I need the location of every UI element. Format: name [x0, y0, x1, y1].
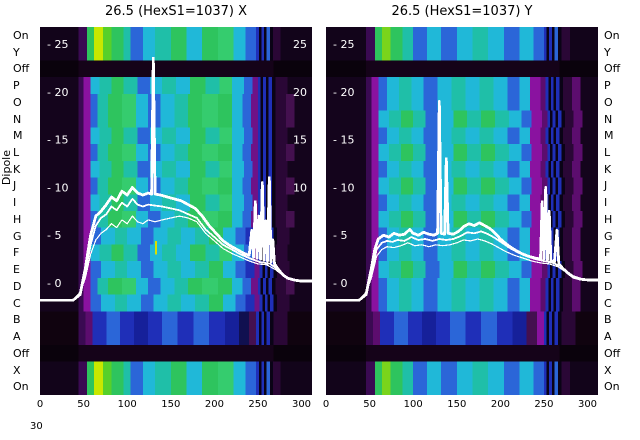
row-label: On	[13, 28, 29, 42]
overlay-trace-1	[326, 100, 598, 302]
plot-title-x: 26.5 (HexS1=1037) X	[105, 4, 247, 19]
value-tick-label: - 15	[47, 134, 68, 147]
row-labels-right: On Y Off P O N M L K J I H G F E D C B A Off X On	[604, 27, 638, 395]
row-label: I	[604, 196, 608, 210]
row-label: H	[604, 212, 613, 226]
row-label: F	[13, 246, 20, 260]
overlay-trace-2	[40, 197, 312, 302]
row-label: O	[604, 95, 613, 109]
row-label: J	[13, 179, 17, 193]
row-label: P	[13, 79, 20, 93]
row-label: D	[13, 279, 22, 293]
value-tick-label: - 25	[47, 38, 68, 51]
row-label: Off	[13, 346, 30, 360]
row-label: L	[604, 146, 611, 159]
overlay-trace-2	[326, 230, 598, 302]
row-label: M	[13, 129, 23, 143]
x-tick-label: 150	[161, 399, 181, 410]
heatmap-plot-x: - 25 - 20 - 15 - 10 - 5 - 0 25 20 15 10	[40, 27, 312, 395]
value-tick-label-right: 20	[293, 86, 307, 99]
row-labels-left: On Y Off P O N M L K J I H G F E D C B A Off X On	[13, 27, 40, 395]
row-label: D	[604, 279, 613, 293]
row-label: Y	[13, 45, 20, 59]
x-tick-label: 250	[248, 399, 268, 410]
row-label: N	[13, 112, 22, 126]
value-tick-label: - 0	[47, 277, 61, 290]
row-label: X	[604, 363, 612, 377]
heatmap-plot-y: - 25 - 20 - 15 - 10 - 5 - 0	[326, 27, 598, 395]
value-tick-label: - 10	[333, 181, 354, 194]
row-label: K	[604, 162, 612, 176]
row-label: E	[604, 263, 611, 277]
x-tick-label: 50	[77, 399, 90, 410]
x-tick-label: 100	[403, 399, 423, 410]
value-tick-label: - 15	[333, 134, 354, 147]
plot-title-y: 26.5 (HexS1=1037) Y	[391, 4, 533, 19]
row-label: C	[604, 296, 612, 310]
value-tick-label: - 20	[333, 86, 354, 99]
x-tick-label: 150	[447, 399, 467, 410]
overlay-trace-3	[40, 215, 312, 301]
value-tick-label: - 10	[47, 181, 68, 194]
stray-tick-label: 30	[30, 421, 43, 432]
value-tick-label-right: 10	[293, 181, 307, 194]
row-label: M	[604, 129, 614, 143]
x-tick-label: 300	[291, 399, 312, 410]
value-tick-label: - 5	[333, 229, 347, 242]
row-label: Y	[604, 45, 611, 59]
overlay-trace-1	[40, 56, 312, 302]
y-axis-label: Dipole	[0, 150, 13, 186]
row-label: On	[604, 380, 620, 394]
overlay-trace-3	[326, 238, 598, 301]
value-tick-label-right: 15	[293, 134, 307, 147]
value-tick-label: - 25	[333, 38, 354, 51]
value-tick-label: - 0	[333, 277, 347, 290]
x-tick-label: 100	[117, 399, 137, 410]
row-label: F	[604, 246, 611, 260]
x-tick-label: 0	[322, 399, 330, 410]
x-tick-label: 250	[534, 399, 554, 410]
row-label: C	[13, 296, 21, 310]
row-label: I	[13, 196, 17, 210]
row-label: B	[604, 313, 612, 327]
row-label: K	[13, 162, 21, 176]
x-tick-label: 200	[204, 399, 224, 410]
row-label: Off	[604, 62, 621, 76]
row-label: X	[13, 363, 21, 377]
row-label: H	[13, 212, 22, 226]
x-tick-label: 200	[490, 399, 510, 410]
x-tick-label: 300	[577, 399, 598, 410]
row-label: N	[604, 112, 613, 126]
row-label: L	[13, 146, 20, 159]
row-label: On	[13, 380, 29, 394]
row-label: B	[13, 313, 21, 327]
row-label: Off	[604, 346, 621, 360]
x-axis-ticks-left: 0 50 100 150 200 250 300	[36, 399, 320, 413]
row-label: A	[604, 330, 612, 344]
row-label: A	[13, 330, 21, 344]
x-tick-label: 50	[363, 399, 376, 410]
row-label: G	[13, 229, 22, 243]
row-label: Off	[13, 62, 30, 76]
row-label: G	[604, 229, 613, 243]
value-tick-label-right: 25	[293, 38, 307, 51]
row-label: E	[13, 263, 20, 277]
value-tick-label: - 20	[47, 86, 68, 99]
row-label: J	[604, 179, 608, 193]
row-label: On	[604, 28, 620, 42]
row-label: P	[604, 79, 611, 93]
x-tick-label: 0	[36, 399, 44, 410]
heatmap-cells	[40, 27, 312, 395]
value-tick-label: - 5	[47, 229, 61, 242]
heatmap-cells	[326, 27, 598, 395]
x-axis-ticks-right: 0 50 100 150 200 250 300	[322, 399, 606, 413]
row-label: O	[13, 95, 22, 109]
